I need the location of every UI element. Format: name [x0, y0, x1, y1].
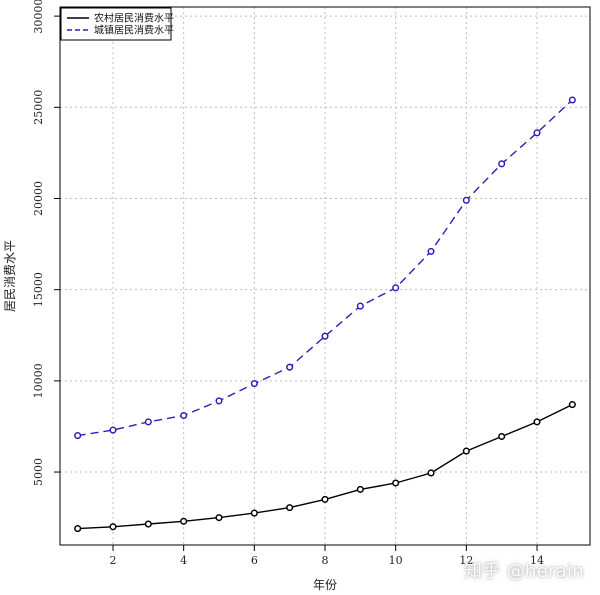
series-2-point — [321, 332, 329, 340]
y-tick-label: 5000 — [32, 458, 45, 486]
series-2-point — [250, 380, 258, 388]
y-tick-label: 20000 — [32, 181, 45, 216]
series-2-point — [462, 196, 470, 204]
y-tick-label: 10000 — [32, 363, 45, 398]
x-axis-title: 年份 — [313, 578, 337, 592]
series-1-point — [321, 495, 329, 503]
series-1-point — [498, 432, 506, 441]
series-1-point — [427, 469, 435, 477]
y-tick-label: 25000 — [32, 90, 45, 125]
series-2-point — [427, 247, 435, 255]
series-1-point — [250, 509, 258, 517]
series-2-point — [533, 129, 541, 137]
axes-layer: 2 4 6 8 10 12 14 5000 10000 15000 20000 25000 30000 年… — [3, 0, 544, 592]
series-1-point — [144, 520, 152, 528]
x-tick-label: 2 — [110, 554, 117, 567]
series-2-point — [109, 426, 117, 434]
grid-lines — [60, 7, 590, 545]
series-2-point — [568, 96, 576, 104]
legend-box — [60, 7, 172, 41]
series-2-point — [180, 411, 188, 420]
series-2-point — [144, 418, 152, 426]
series-1-point — [462, 447, 470, 455]
series-2-point — [356, 302, 364, 310]
series-1-point — [74, 525, 82, 533]
x-tick-label: 10 — [389, 554, 403, 567]
legend-label-2: 城镇居民消费水平 — [94, 24, 174, 37]
series-1-point — [215, 514, 223, 522]
series-1-point — [180, 517, 188, 525]
x-tick-label: 12 — [459, 554, 473, 567]
x-tick-label: 6 — [251, 554, 258, 567]
watermark-text: 知乎 @herain — [463, 561, 584, 582]
series-line-2 — [77, 99, 573, 437]
series-2-point — [215, 397, 223, 405]
series-1-point — [533, 418, 541, 426]
series-1-point — [392, 479, 400, 487]
x-tick-label: 4 — [180, 554, 187, 567]
series-2-point — [74, 432, 82, 440]
x-tick-label: 14 — [530, 554, 544, 567]
series-2-point — [286, 363, 294, 371]
series-2-point — [392, 284, 400, 292]
series-1-point — [286, 504, 294, 512]
series-2-point — [498, 160, 506, 168]
y-tick-label: 15000 — [32, 272, 45, 307]
x-tick-label: 8 — [322, 554, 329, 567]
series-1-point — [356, 485, 364, 493]
series-1-point — [568, 401, 576, 409]
y-axis-title: 居民消费水平 — [3, 240, 17, 312]
series-layer — [74, 96, 576, 533]
y-tick-label: 30000 — [32, 0, 45, 34]
series-1-point — [109, 523, 117, 531]
legend-label-1: 农村居民消费水平 — [94, 12, 174, 25]
